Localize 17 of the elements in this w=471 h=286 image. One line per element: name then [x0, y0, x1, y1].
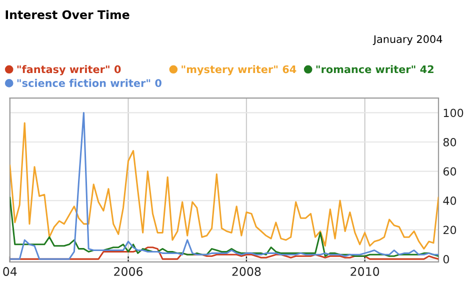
y-tick-label: 0 — [443, 255, 449, 264]
x-tick-label: 2008 — [232, 267, 261, 276]
y-tick-label: 80 — [443, 138, 456, 146]
x-tick-label: 2010 — [350, 267, 380, 276]
y-tick-label: 40 — [443, 196, 456, 205]
line-series — [10, 196, 438, 257]
legend-label: "romance writer" 42 — [316, 65, 434, 74]
legend-label: "science fiction writer" 0 — [17, 78, 162, 87]
text: January 2004 — [372, 35, 442, 46]
chart-title: Interest Over Time — [6, 10, 130, 20]
y-tick-label: 100 — [444, 108, 464, 118]
x-tick-label: 04 — [3, 267, 17, 276]
y-tick-label: 20 — [443, 226, 456, 234]
legend-label: "mystery writer" 64 — [182, 65, 296, 76]
y-tick-label: 60 — [443, 167, 456, 176]
legend-label: "fantasy writer" 0 — [17, 65, 121, 76]
x-tick-label: 2006 — [114, 267, 143, 276]
